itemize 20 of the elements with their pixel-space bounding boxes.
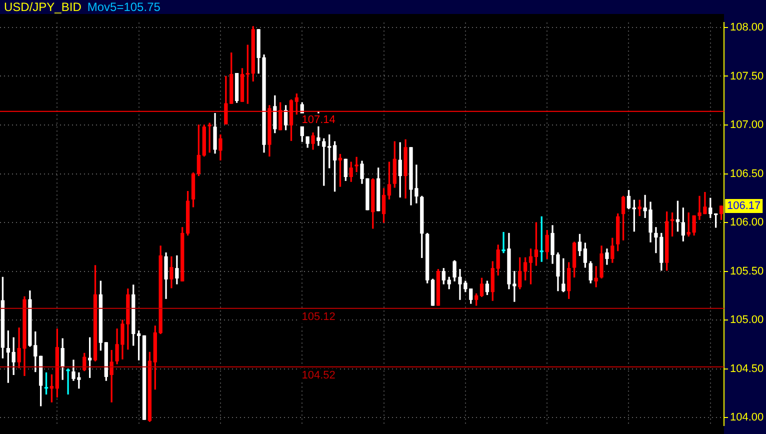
candlestick: [66, 368, 70, 395]
y-tick-label: 105.00: [730, 314, 764, 326]
candlestick: [502, 232, 506, 254]
y-tick-label: 107.00: [730, 119, 764, 132]
y-tick-label: 105.50: [730, 265, 764, 278]
y-tick-label: 107.50: [730, 70, 764, 82]
candlestick: [354, 156, 358, 172]
candlestick: [208, 122, 212, 153]
candlestick: [594, 266, 598, 288]
y-tick-label: 106.50: [730, 168, 764, 180]
chart-subtitle: Mov5=105.75: [87, 0, 160, 14]
y-tick-label: 104.50: [730, 362, 764, 375]
y-tick-label: 108.00: [730, 22, 764, 34]
ref-line-label: 105.12: [302, 310, 336, 323]
chart-title: USD/JPY_BID: [4, 0, 82, 14]
ref-line-label: 107.14: [302, 114, 336, 126]
ref-line-label: 104.52: [302, 369, 336, 382]
y-tick-label: 104.00: [730, 412, 764, 424]
y-tick-label: 106.00: [730, 216, 764, 229]
annotation: 106.17: [727, 200, 761, 212]
